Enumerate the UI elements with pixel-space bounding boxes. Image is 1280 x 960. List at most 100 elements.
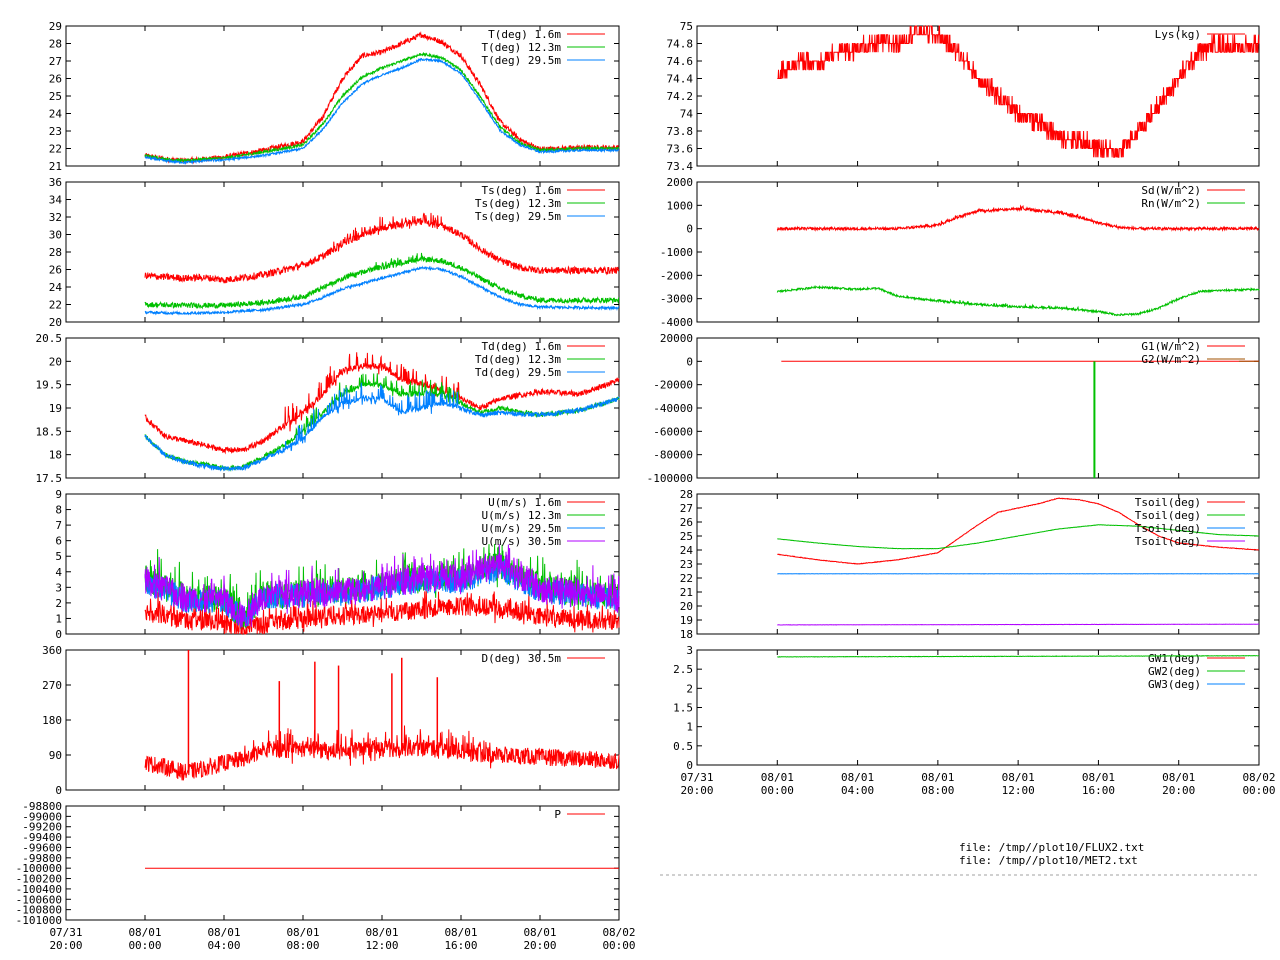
chart-rad: -4000 -3000 -2000 -1000 0 1000 2000 Sd(W/m^2)Rn… (660, 176, 1260, 329)
file-line-met: file: /tmp//plot10/MET2.txt (959, 854, 1138, 867)
y-tick-label: -99800 (22, 852, 62, 865)
series-line (777, 524, 1260, 550)
y-tick-label: -1000 (660, 246, 693, 259)
y-tick-label: -3000 (660, 293, 693, 306)
y-tick-label: 1 (55, 612, 62, 625)
legend-label: Ts(deg) 29.5m (475, 210, 561, 223)
x-tick-label-date: 08/01 (128, 926, 161, 939)
y-tick-label: 22 (680, 572, 693, 585)
y-tick-label: 6 (55, 535, 62, 548)
legend-label: Ts(deg) 12.3m (475, 197, 561, 210)
y-tick-label: 2.5 (673, 663, 693, 676)
y-tick-label: -99000 (22, 810, 62, 823)
legend-label: Sd(W/m^2) (1141, 184, 1201, 197)
legend-label: Td(deg) 29.5m (475, 366, 561, 379)
y-tick-label: 73.8 (667, 125, 694, 138)
y-tick-label: 20 (49, 316, 62, 329)
plot-frame (65, 805, 620, 921)
y-tick-label: 26 (680, 516, 693, 529)
x-tick-label-time: 20:00 (49, 939, 82, 952)
y-tick-label: 74.6 (667, 55, 694, 68)
x-tick-label-time: 04:00 (207, 939, 240, 952)
legend-label: Td(deg) 1.6m (482, 340, 562, 353)
legend-label: Tsoil(deg) (1135, 535, 1201, 548)
y-tick-label: 0 (686, 759, 693, 772)
series-line (777, 25, 1260, 158)
series-line (777, 497, 1259, 565)
y-tick-label: 26 (49, 264, 62, 277)
y-tick-label: 20 (49, 355, 62, 368)
series-line (144, 588, 620, 635)
y-tick-label: 25 (680, 530, 693, 543)
legend-label: GW2(deg) (1148, 665, 1201, 678)
y-tick-label: 34 (49, 194, 63, 207)
x-tick-label-time: 08:00 (286, 939, 319, 952)
chart-press: -101000-100800-100600-100400-100200-1000… (16, 800, 636, 952)
legend-label: T(deg) 12.3m (482, 41, 562, 54)
y-tick-label: -40000 (653, 402, 693, 415)
y-tick-label: 5 (55, 550, 62, 563)
y-tick-label: 3 (686, 644, 693, 657)
x-tick-label-time: 12:00 (1002, 784, 1035, 797)
y-tick-label: -99200 (22, 821, 62, 834)
series-line (144, 352, 620, 455)
x-tick-label-date: 08/01 (921, 771, 954, 784)
file-info: file: /tmp//plot10/FLUX2.txt file: /tmp/… (959, 841, 1144, 867)
y-tick-label: 7 (55, 519, 62, 532)
y-tick-label: 28 (49, 38, 62, 51)
y-tick-label: 20000 (660, 332, 693, 345)
series-line (144, 382, 620, 472)
y-tick-label: 22 (49, 143, 62, 156)
y-tick-label: 19.5 (36, 379, 63, 392)
plot-frame (65, 493, 620, 635)
x-tick-label-time: 12:00 (365, 939, 398, 952)
legend-label: P (554, 808, 561, 821)
y-tick-label: 17.5 (36, 472, 63, 485)
y-tick-label: -100000 (647, 472, 693, 485)
y-tick-label: 18.5 (36, 425, 63, 438)
y-tick-label: 0 (55, 628, 62, 641)
series-line (144, 725, 620, 781)
y-tick-label: -20000 (653, 379, 693, 392)
legend-label: T(deg) 29.5m (482, 54, 562, 67)
x-tick-label-time: 20:00 (523, 939, 556, 952)
series-line (144, 544, 620, 629)
y-tick-label: 0 (686, 355, 693, 368)
x-tick-label-time: 08:00 (921, 784, 954, 797)
file-line-flux: file: /tmp//plot10/FLUX2.txt (959, 841, 1145, 854)
y-tick-label: -101000 (16, 914, 62, 927)
x-tick-label-date: 07/31 (680, 771, 713, 784)
y-tick-label: 27 (49, 55, 62, 68)
y-tick-label: 2000 (667, 176, 694, 189)
x-tick-label-date: 08/01 (761, 771, 794, 784)
x-tick-label-date: 08/01 (365, 926, 398, 939)
y-tick-label: 2 (55, 597, 62, 610)
y-tick-label: 21 (49, 160, 62, 173)
x-tick-label-date: 08/02 (1242, 771, 1275, 784)
chart-temp: 21 22 23 24 25 26 27 28 29 T(deg) 1.6mT(deg) 12.3… (49, 20, 620, 173)
y-tick-label: 180 (42, 714, 62, 727)
series-line (144, 57, 620, 165)
y-tick-label: -4000 (660, 316, 693, 329)
x-tick-label-time: 00:00 (761, 784, 794, 797)
y-tick-label: -98800 (22, 800, 62, 813)
chart-winddir: 0 90 180 270 360 D(deg) 30.5m (42, 644, 620, 797)
y-tick-label: 23 (680, 558, 693, 571)
y-tick-label: 27 (680, 502, 693, 515)
x-tick-label-time: 20:00 (680, 784, 713, 797)
y-tick-label: -2000 (660, 269, 693, 282)
y-tick-label: -100000 (16, 862, 62, 875)
legend-label: GW1(deg) (1148, 652, 1201, 665)
series-line (144, 265, 620, 316)
x-tick-label-date: 07/31 (49, 926, 82, 939)
x-tick-label-date: 08/01 (207, 926, 240, 939)
series-line (144, 252, 620, 310)
y-tick-label: 20.5 (36, 332, 63, 345)
x-tick-label-date: 08/01 (286, 926, 319, 939)
legend-label: Tsoil(deg) (1135, 522, 1201, 535)
y-tick-label: 73.4 (667, 160, 694, 173)
y-tick-label: 36 (49, 176, 62, 189)
x-tick-label-date: 08/01 (444, 926, 477, 939)
